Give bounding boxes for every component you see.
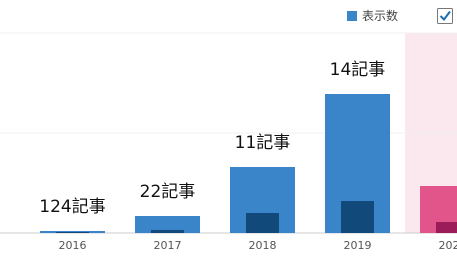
bar: [151, 230, 184, 233]
x-tick-label: 2017: [154, 239, 182, 252]
bar-annotation: 14記事: [330, 60, 386, 80]
x-tick-label: 2020: [439, 239, 457, 252]
bar-annotation: 22記事: [140, 182, 196, 202]
legend-label: 表示数: [362, 8, 398, 23]
bar: [341, 201, 374, 233]
bar: [56, 232, 89, 233]
bar-annotation: 124記事: [39, 197, 105, 217]
legend-swatch: [347, 11, 357, 21]
checkbox[interactable]: [437, 8, 453, 24]
bar: [246, 213, 279, 233]
bar-annotation: 11記事: [235, 133, 291, 153]
x-tick-label: 2018: [249, 239, 277, 252]
marks-layer: 2016 124記事 2017 22記事 2018 11記事 2019 14記事 2020: [39, 60, 457, 252]
bar: [135, 216, 200, 233]
x-tick-label: 2016: [59, 239, 87, 252]
x-tick-label: 2019: [344, 239, 372, 252]
bar: [436, 222, 457, 233]
